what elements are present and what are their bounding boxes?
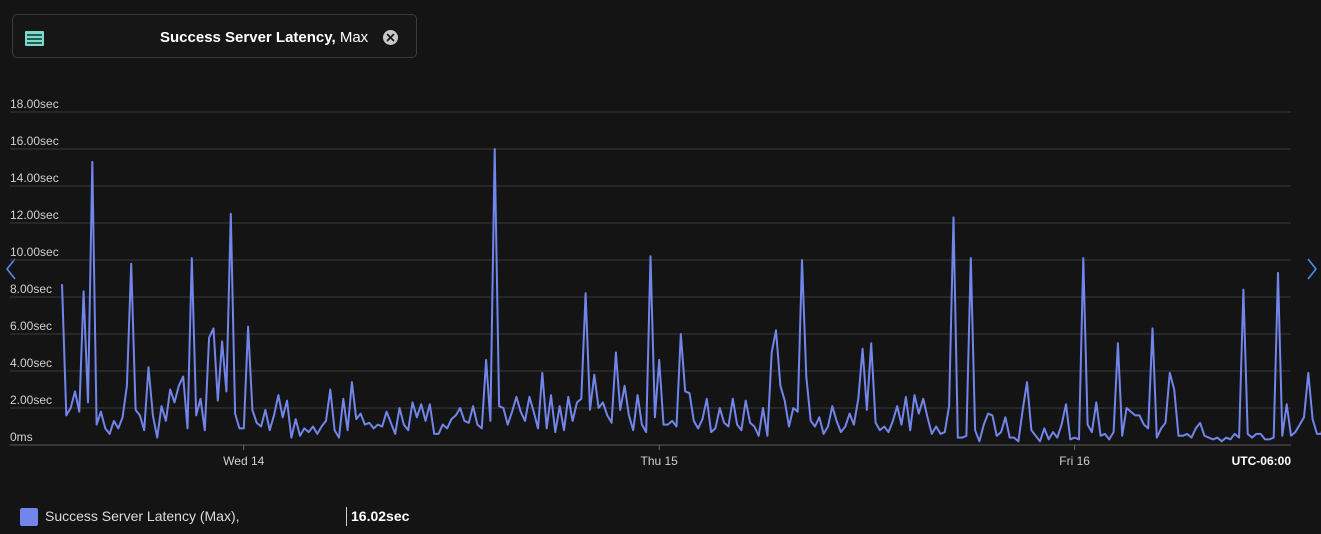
y-tick-label: 16.00sec: [10, 134, 59, 148]
x-tick-label: Thu 15: [641, 454, 679, 468]
x-tick-label: Fri 16: [1059, 454, 1090, 468]
metric-pill[interactable]: Success Server Latency, Max: [12, 14, 417, 58]
y-tick-label: 4.00sec: [10, 356, 52, 370]
metric-name: Success Server Latency,: [160, 29, 336, 46]
y-tick-label: 8.00sec: [10, 282, 52, 296]
legend-divider: [346, 507, 347, 526]
y-tick-label: 14.00sec: [10, 171, 59, 185]
legend-swatch: [20, 508, 38, 526]
y-tick-label: 12.00sec: [10, 208, 59, 222]
y-tick-label: 2.00sec: [10, 393, 52, 407]
close-icon[interactable]: [383, 30, 398, 45]
metric-title: Success Server Latency, Max: [160, 29, 368, 46]
x-tick-label: Wed 14: [223, 454, 264, 468]
y-tick-label: 6.00sec: [10, 319, 52, 333]
y-tick-label: 10.00sec: [10, 245, 59, 259]
metric-aggregation: Max: [335, 29, 369, 46]
chevron-right-icon[interactable]: [1305, 257, 1319, 281]
timezone-label: UTC-06:00: [1232, 454, 1292, 468]
y-tick-label: 18.00sec: [10, 97, 59, 111]
y-tick-label: 0ms: [10, 430, 33, 444]
legend-value: 16.02sec: [351, 508, 410, 524]
series-line[interactable]: [61, 148, 1321, 443]
metric-icon: [25, 31, 44, 46]
chevron-left-icon[interactable]: [4, 257, 18, 281]
legend-label: Success Server Latency (Max),: [45, 508, 240, 524]
